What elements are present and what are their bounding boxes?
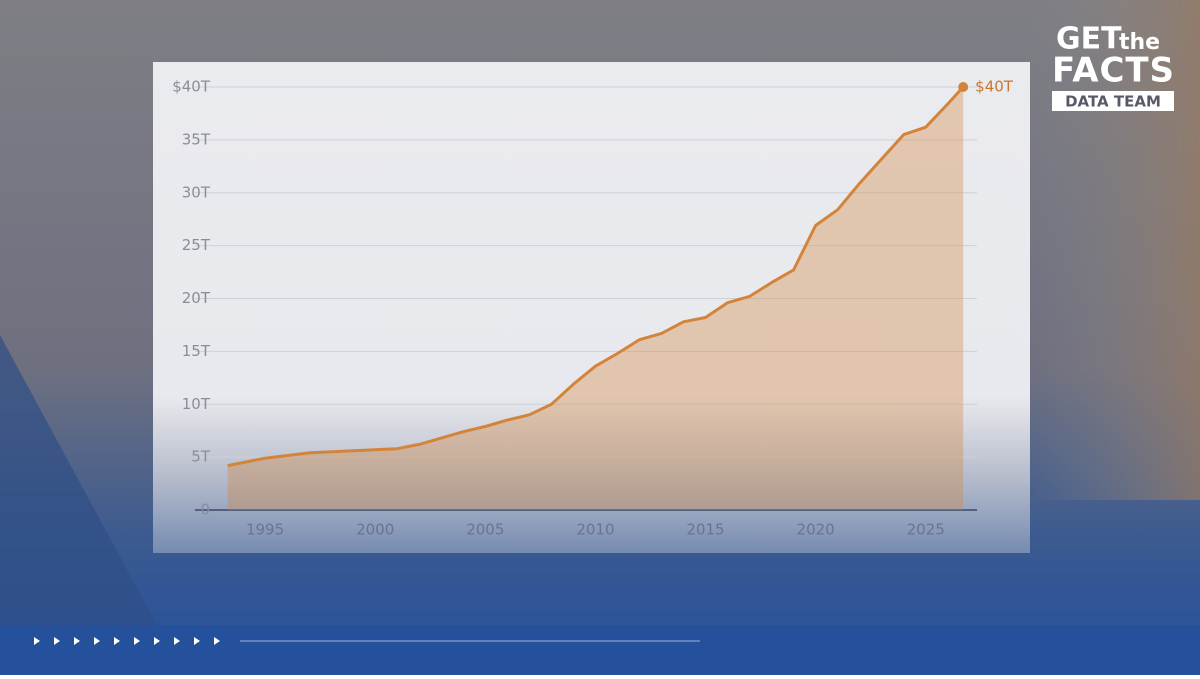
- y-tick-label: 5T: [191, 448, 211, 466]
- chart: 0 5T 10T 15T 20T 25T 30T 35T $40T 1995 2000 2005 201…: [172, 78, 1014, 539]
- value-label: $40T: [975, 78, 1014, 96]
- background-tint: [1030, 0, 1200, 500]
- area-fill: [227, 87, 964, 510]
- y-tick-label: 35T: [182, 130, 211, 148]
- y-tick-label: 10T: [182, 395, 211, 413]
- x-tick-label: 2015: [686, 521, 724, 539]
- y-tick-label: 25T: [182, 236, 211, 254]
- x-tick-label: 2010: [576, 521, 614, 539]
- logo-box: [1052, 91, 1174, 111]
- logo-get: GET: [1056, 22, 1122, 57]
- y-tick-label: 15T: [182, 342, 211, 360]
- chart-panel: [153, 62, 1030, 553]
- x-tick-label: 2005: [466, 521, 504, 539]
- y-tick-label: $40T: [172, 78, 211, 96]
- end-point: [958, 82, 969, 92]
- y-tick-label: 0: [200, 501, 210, 519]
- logo-team: DATA TEAM: [1065, 93, 1161, 111]
- y-tick-label: 30T: [182, 183, 211, 201]
- bottom-bar: [0, 625, 1200, 675]
- y-tick-label: 20T: [182, 289, 211, 307]
- line: [227, 85, 965, 468]
- arrows: [34, 637, 220, 645]
- x-tick-label: 2020: [797, 521, 835, 539]
- logo: GET the FACTS DATA TEAM: [1052, 22, 1174, 111]
- x-tick-label: 1995: [246, 521, 284, 539]
- logo-the: the: [1119, 30, 1160, 55]
- x-tick-label: 2000: [356, 521, 394, 539]
- decor-triangle: [0, 335, 165, 640]
- x-tick-label: 2025: [907, 521, 945, 539]
- logo-facts: FACTS: [1052, 51, 1174, 91]
